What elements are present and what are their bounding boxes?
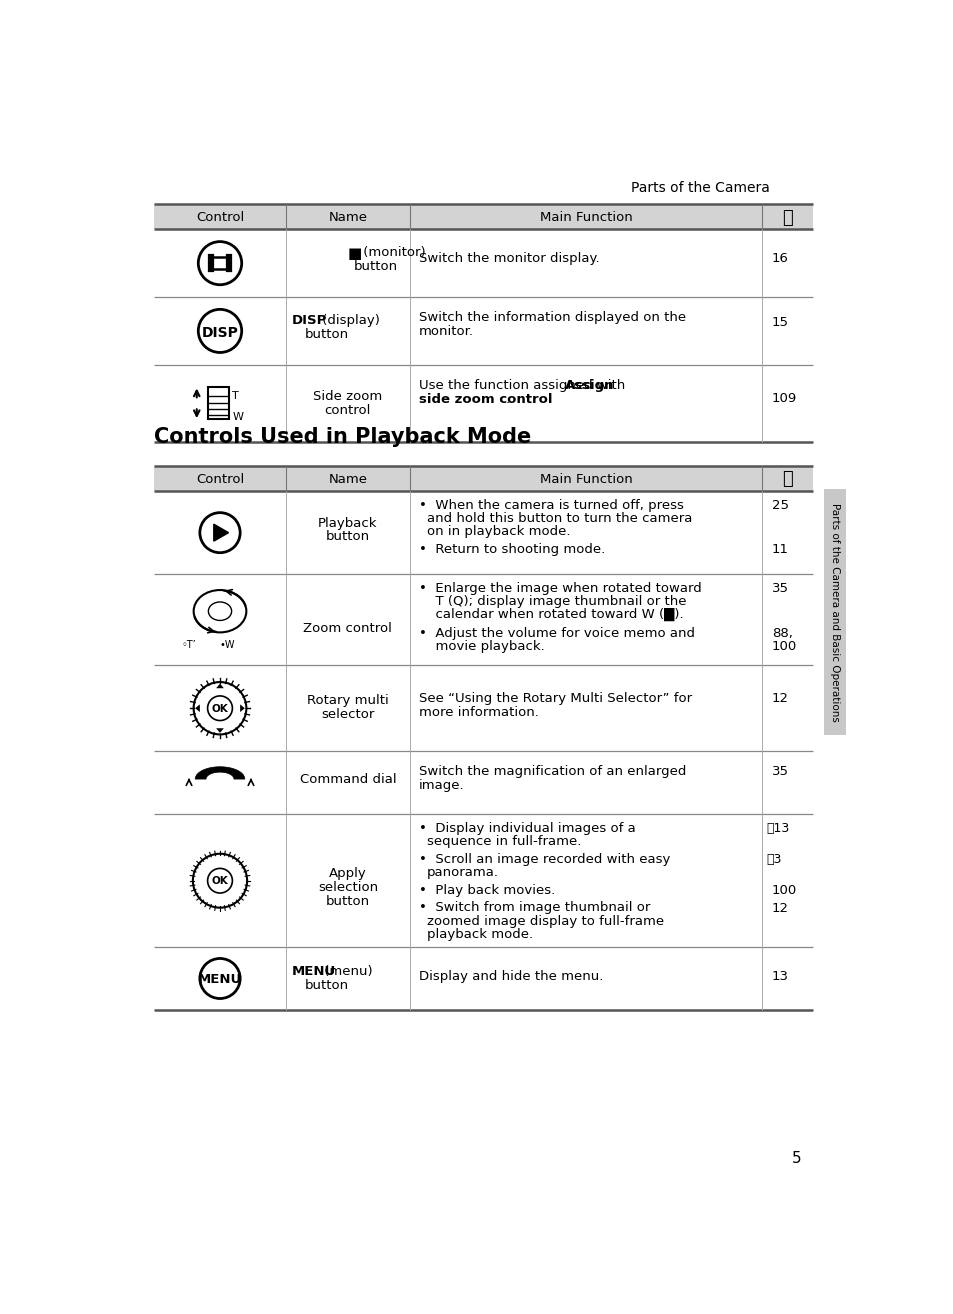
- Circle shape: [208, 869, 233, 894]
- Text: 100: 100: [771, 640, 796, 653]
- Text: Assign: Assign: [564, 378, 614, 392]
- Text: 88,: 88,: [771, 627, 792, 640]
- Text: playback mode.: playback mode.: [427, 928, 533, 941]
- Text: •  Play back movies.: • Play back movies.: [418, 884, 555, 896]
- Text: Rotary multi: Rotary multi: [307, 694, 388, 707]
- Text: W: W: [233, 411, 243, 422]
- Text: 16: 16: [771, 252, 788, 265]
- Bar: [154, 465, 812, 491]
- Text: calendar when rotated toward W (█).: calendar when rotated toward W (█).: [427, 608, 683, 622]
- Text: 12: 12: [771, 901, 788, 915]
- Text: panorama.: panorama.: [427, 866, 498, 879]
- Text: ■: ■: [348, 246, 362, 261]
- Text: (monitor): (monitor): [358, 246, 425, 259]
- Polygon shape: [213, 524, 229, 541]
- Text: side zoom control: side zoom control: [418, 393, 552, 406]
- Text: image.: image.: [418, 779, 464, 792]
- Text: 11: 11: [771, 544, 788, 556]
- Text: (display): (display): [317, 314, 379, 327]
- Text: button: button: [305, 328, 349, 340]
- Polygon shape: [195, 704, 199, 712]
- Text: 13: 13: [771, 970, 788, 983]
- Text: selector: selector: [321, 708, 375, 721]
- Polygon shape: [216, 728, 224, 733]
- Text: See “Using the Rotary Multi Selector” for: See “Using the Rotary Multi Selector” fo…: [418, 692, 692, 706]
- Text: 109: 109: [771, 392, 796, 405]
- Text: Parts of the Camera: Parts of the Camera: [630, 181, 769, 194]
- Text: •  Adjust the volume for voice memo and: • Adjust the volume for voice memo and: [418, 627, 695, 640]
- Text: T (Q); display image thumbnail or the: T (Q); display image thumbnail or the: [427, 595, 686, 608]
- Text: Apply: Apply: [329, 867, 366, 880]
- Circle shape: [203, 691, 236, 725]
- Text: Name: Name: [328, 210, 367, 223]
- Text: Control: Control: [195, 473, 244, 486]
- Text: Switch the magnification of an enlarged: Switch the magnification of an enlarged: [418, 765, 686, 778]
- Text: DISP: DISP: [201, 326, 238, 339]
- Text: •  Display individual images of a: • Display individual images of a: [418, 823, 636, 836]
- Text: control: control: [324, 405, 371, 417]
- Polygon shape: [195, 767, 245, 779]
- Text: button: button: [326, 895, 370, 908]
- Text: and hold this button to turn the camera: and hold this button to turn the camera: [427, 512, 692, 524]
- Text: MENU: MENU: [292, 966, 336, 979]
- Text: 🔆3: 🔆3: [765, 853, 781, 866]
- Text: button: button: [305, 979, 349, 992]
- Text: MENU: MENU: [197, 974, 242, 986]
- Circle shape: [208, 696, 233, 720]
- Text: •  Scroll an image recorded with easy: • Scroll an image recorded with easy: [418, 853, 670, 866]
- Bar: [212, 258, 229, 269]
- Text: Switch the information displayed on the: Switch the information displayed on the: [418, 311, 685, 325]
- Text: movie playback.: movie playback.: [427, 640, 544, 653]
- Text: .: .: [505, 393, 510, 406]
- Text: (menu): (menu): [319, 966, 373, 979]
- Text: 🔆13: 🔆13: [765, 823, 789, 836]
- Text: 12: 12: [771, 692, 788, 706]
- Bar: [823, 489, 845, 735]
- Text: ◦T’: ◦T’: [181, 640, 196, 649]
- Text: on in playback mode.: on in playback mode.: [427, 526, 570, 537]
- Text: 100: 100: [771, 884, 796, 896]
- Text: sequence in full-frame.: sequence in full-frame.: [427, 836, 580, 849]
- Text: Main Function: Main Function: [539, 473, 632, 486]
- Text: Zoom control: Zoom control: [303, 622, 392, 635]
- Text: T: T: [233, 392, 239, 401]
- Text: selection: selection: [317, 880, 377, 894]
- Bar: [154, 204, 812, 229]
- Text: Use the function assigned with: Use the function assigned with: [418, 378, 629, 392]
- Text: OK: OK: [212, 876, 228, 886]
- Text: Name: Name: [328, 473, 367, 486]
- Bar: [208, 388, 229, 419]
- Polygon shape: [240, 704, 245, 712]
- Text: 5: 5: [791, 1151, 801, 1166]
- Circle shape: [204, 866, 235, 896]
- Text: Display and hide the menu.: Display and hide the menu.: [418, 970, 603, 983]
- Text: •  Enlarge the image when rotated toward: • Enlarge the image when rotated toward: [418, 582, 701, 595]
- Text: Side zoom: Side zoom: [313, 390, 382, 403]
- Text: •  Switch from image thumbnail or: • Switch from image thumbnail or: [418, 901, 650, 915]
- Text: •  Return to shooting mode.: • Return to shooting mode.: [418, 544, 605, 556]
- Text: OK: OK: [212, 703, 228, 714]
- Text: 📖: 📖: [781, 209, 792, 226]
- Text: 📖: 📖: [781, 470, 792, 489]
- Text: more information.: more information.: [418, 706, 538, 719]
- Text: zoomed image display to full-frame: zoomed image display to full-frame: [427, 915, 663, 928]
- Text: button: button: [353, 260, 397, 273]
- Text: Playback: Playback: [317, 516, 377, 530]
- Text: Switch the monitor display.: Switch the monitor display.: [418, 252, 599, 265]
- Text: 35: 35: [771, 765, 788, 778]
- Text: Parts of the Camera and Basic Operations: Parts of the Camera and Basic Operations: [829, 502, 840, 721]
- Text: 35: 35: [771, 582, 788, 595]
- Text: monitor.: monitor.: [418, 325, 474, 338]
- Text: button: button: [326, 531, 370, 544]
- Text: Command dial: Command dial: [299, 773, 395, 786]
- Polygon shape: [216, 683, 224, 689]
- Text: •  When the camera is turned off, press: • When the camera is turned off, press: [418, 499, 683, 511]
- Text: 15: 15: [771, 317, 788, 330]
- Text: Controls Used in Playback Mode: Controls Used in Playback Mode: [154, 427, 531, 447]
- Text: Main Function: Main Function: [539, 210, 632, 223]
- Text: DISP: DISP: [292, 314, 327, 327]
- Text: •W: •W: [220, 640, 235, 649]
- Text: Control: Control: [195, 210, 244, 223]
- Text: 25: 25: [771, 499, 788, 511]
